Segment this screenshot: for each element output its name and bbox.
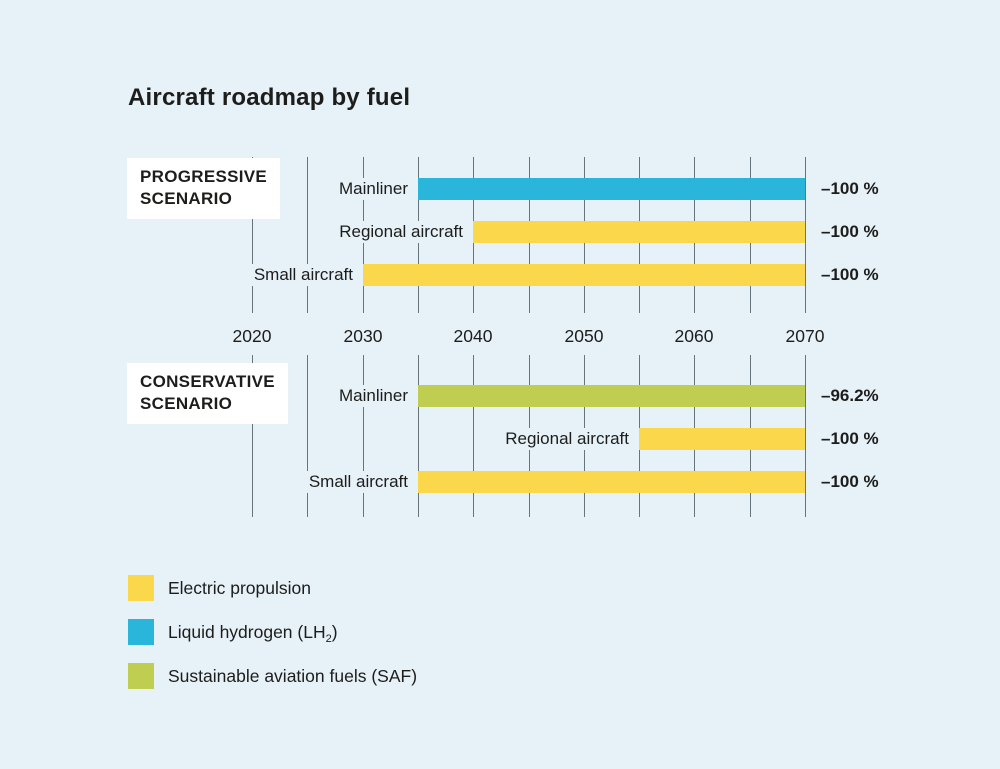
timeline-bar-progressive-mainliner	[418, 178, 805, 200]
axis-tick-label-2020: 2020	[232, 326, 272, 346]
gridline-conservative-2035	[418, 355, 419, 517]
value-label-progressive-mainliner: –100 %	[821, 179, 879, 198]
row-label-progressive-small-aircraft: Small aircraft	[249, 264, 357, 286]
legend-swatch-lh2	[128, 619, 154, 645]
timeline-bar-conservative-mainliner	[418, 385, 805, 407]
value-label-conservative-small-aircraft: –100 %	[821, 472, 879, 491]
value-label-conservative-regional-aircraft: –100 %	[821, 429, 879, 448]
scenario-label-line2: SCENARIO	[140, 189, 233, 208]
value-label-progressive-regional-aircraft: –100 %	[821, 222, 879, 241]
axis-tick-label-2040: 2040	[453, 326, 493, 346]
gridline-conservative-2070	[805, 355, 806, 517]
timeline-bar-progressive-small-aircraft	[363, 264, 805, 286]
scenario-label-line1: CONSERVATIVE	[140, 372, 275, 391]
value-label-progressive-small-aircraft: –100 %	[821, 265, 879, 284]
gridline-progressive-2070	[805, 157, 806, 313]
legend-item-saf: Sustainable aviation fuels (SAF)	[128, 663, 628, 689]
scenario-label-progressive: PROGRESSIVE SCENARIO	[127, 158, 281, 219]
row-label-conservative-small-aircraft: Small aircraft	[304, 471, 412, 493]
legend-label-saf: Sustainable aviation fuels (SAF)	[168, 666, 418, 686]
legend-label-electric: Electric propulsion	[168, 578, 311, 598]
axis-tick-label-2060: 2060	[674, 326, 714, 346]
legend-swatch-saf	[128, 663, 154, 689]
value-label-conservative-mainliner: –96.2%	[821, 386, 879, 405]
gridline-conservative-2020	[252, 355, 253, 517]
legend-label-lh2: Liquid hydrogen (LH2)	[168, 622, 338, 645]
row-label-conservative-regional-aircraft: Regional aircraft	[501, 428, 633, 450]
legend-item-lh2: Liquid hydrogen (LH2)	[128, 619, 628, 645]
gridline-progressive-2020	[252, 157, 253, 313]
gridline-conservative-2040	[473, 355, 474, 517]
gridline-conservative-2030	[363, 355, 364, 517]
row-label-progressive-mainliner: Mainliner	[335, 178, 412, 200]
scenario-label-line2: SCENARIO	[140, 394, 233, 413]
chart-title: Aircraft roadmap by fuel	[128, 84, 411, 111]
row-label-conservative-mainliner: Mainliner	[335, 385, 412, 407]
timeline-bar-conservative-regional-aircraft	[639, 428, 805, 450]
scenario-label-conservative: CONSERVATIVE SCENARIO	[127, 363, 288, 424]
legend-item-electric: Electric propulsion	[128, 575, 628, 601]
gridline-progressive-2025	[307, 157, 308, 313]
scenario-label-line1: PROGRESSIVE	[140, 167, 268, 186]
timeline-bar-progressive-regional-aircraft	[473, 221, 805, 243]
legend-swatch-electric	[128, 575, 154, 601]
timeline-bar-conservative-small-aircraft	[418, 471, 805, 493]
axis-tick-label-2070: 2070	[785, 326, 825, 346]
gridline-conservative-2025	[307, 355, 308, 517]
axis-tick-label-2050: 2050	[564, 326, 604, 346]
axis-tick-label-2030: 2030	[343, 326, 383, 346]
row-label-progressive-regional-aircraft: Regional aircraft	[335, 221, 467, 243]
